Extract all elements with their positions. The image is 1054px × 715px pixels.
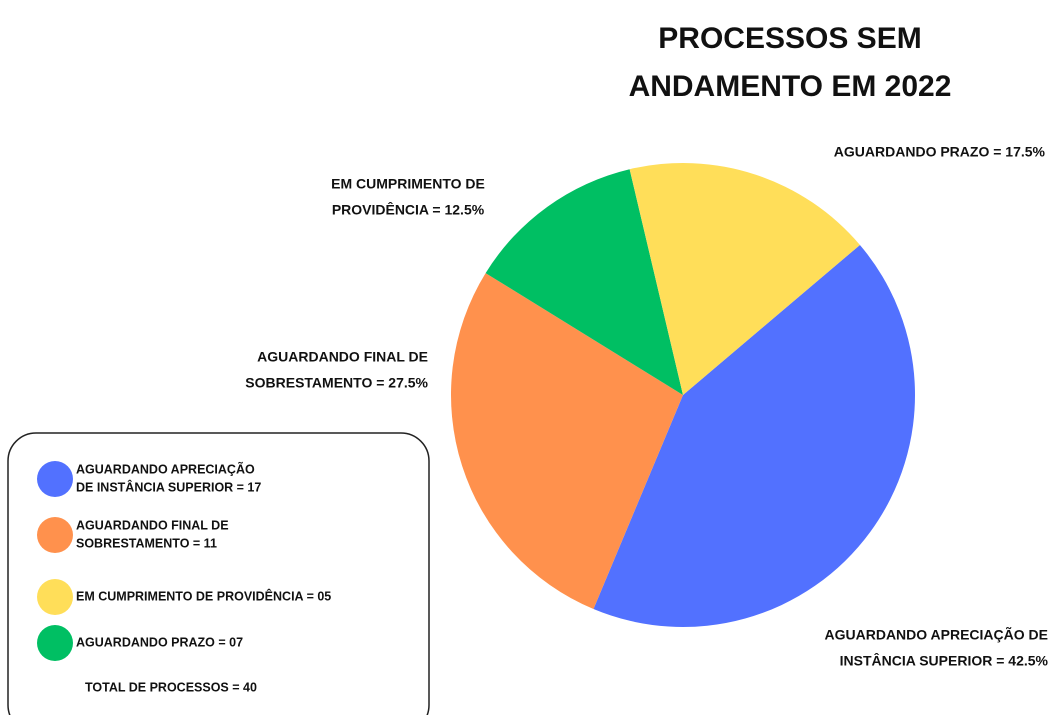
legend-marker [37,517,73,553]
slice-label: INSTÂNCIA SUPERIOR = 42.5% [840,652,1049,669]
legend-marker [37,461,73,497]
slice-label: SOBRESTAMENTO = 27.5% [245,375,428,391]
legend-label: SOBRESTAMENTO = 11 [76,536,217,550]
legend-label: AGUARDANDO PRAZO = 07 [76,635,243,649]
chart-title: ANDAMENTO EM 2022 [629,70,952,103]
slice-label: EM CUMPRIMENTO DE [331,176,485,192]
slice-label: PROVIDÊNCIA = 12.5% [332,201,485,218]
legend-marker [37,625,73,661]
legend-marker [37,579,73,615]
pie-slice [593,244,915,627]
pie-slice [629,163,860,395]
legend-label: EM CUMPRIMENTO DE PROVIDÊNCIA = 05 [76,588,331,603]
chart-title: PROCESSOS SEM [658,22,921,55]
legend-label: AGUARDANDO FINAL DE [76,518,229,532]
total-label: TOTAL DE PROCESSOS = 40 [85,680,257,694]
slice-label: AGUARDANDO APRECIAÇÃO DE [825,626,1049,643]
pie-slice [485,169,683,395]
pie-slice [450,273,683,610]
slice-label: AGUARDANDO FINAL DE [257,349,428,365]
legend-label: DE INSTÂNCIA SUPERIOR = 17 [76,479,261,494]
legend-label: AGUARDANDO APRECIAÇÃO [76,461,255,476]
slice-label: AGUARDANDO PRAZO = 17.5% [834,144,1046,160]
legend-box [7,432,430,715]
